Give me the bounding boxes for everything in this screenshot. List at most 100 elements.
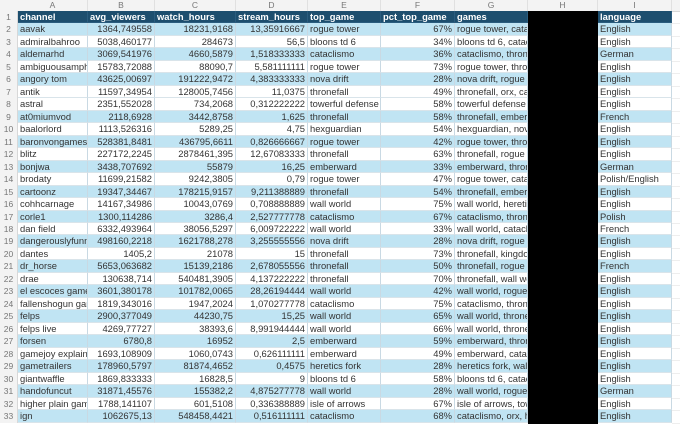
- cell-channel[interactable]: felps: [18, 310, 88, 323]
- cell-avg-viewers[interactable]: 3601,380178: [88, 285, 155, 298]
- cell-stream-hours[interactable]: 1,518333333: [236, 48, 308, 61]
- cell-channel[interactable]: gamejoy explained: [18, 347, 88, 361]
- cell-top-game[interactable]: cataclismo: [308, 48, 381, 61]
- cell-avg-viewers[interactable]: 11699,21582: [88, 173, 155, 186]
- cell-top-game[interactable]: nova drift: [308, 73, 381, 86]
- cell-stream-hours[interactable]: 0,4575: [236, 360, 308, 373]
- row-number[interactable]: 17: [0, 210, 18, 223]
- row-number[interactable]: 2: [0, 23, 18, 36]
- cell-avg-viewers[interactable]: 1113,526316: [88, 123, 155, 136]
- cell-games[interactable]: rogue tower, thron: [455, 135, 528, 149]
- cell-watch-hours[interactable]: 16952: [155, 335, 236, 348]
- cell-avg-viewers[interactable]: 1869,833333: [88, 372, 155, 386]
- cell-stream-hours[interactable]: 1,070277778: [236, 297, 308, 311]
- column-letter-h[interactable]: H: [528, 0, 598, 11]
- cell-stream-hours[interactable]: 1,625: [236, 110, 308, 124]
- cell-watch-hours[interactable]: 734,2068: [155, 98, 236, 111]
- cell-watch-hours[interactable]: 10043,0769: [155, 198, 236, 211]
- cell-watch-hours[interactable]: 155382,2: [155, 385, 236, 398]
- cell-language[interactable]: English: [598, 347, 672, 361]
- cell-language[interactable]: English: [598, 23, 672, 36]
- cell-pct-top-game[interactable]: 33%: [381, 222, 455, 236]
- empty-cell[interactable]: [672, 260, 680, 274]
- row-number[interactable]: 8: [0, 98, 18, 111]
- cell-watch-hours[interactable]: 601,5108: [155, 397, 236, 411]
- cell-avg-viewers[interactable]: 2900,377049: [88, 310, 155, 323]
- cell-channel[interactable]: aldemarhd: [18, 48, 88, 61]
- cell-pct-top-game[interactable]: 28%: [381, 73, 455, 86]
- cell-pct-top-game[interactable]: 28%: [381, 360, 455, 373]
- column-letter-c[interactable]: C: [155, 0, 236, 11]
- row-number[interactable]: 4: [0, 48, 18, 61]
- cell-watch-hours[interactable]: 16828,5: [155, 372, 236, 386]
- cell-watch-hours[interactable]: 21078: [155, 247, 236, 261]
- cell-stream-hours[interactable]: 11,0375: [236, 85, 308, 99]
- empty-cell[interactable]: [672, 410, 680, 424]
- cell-stream-hours[interactable]: 56,5: [236, 35, 308, 49]
- cell-watch-hours[interactable]: 1621788,278: [155, 235, 236, 248]
- cell-watch-hours[interactable]: 128005,7456: [155, 85, 236, 99]
- cell-pct-top-game[interactable]: 75%: [381, 297, 455, 311]
- cell-watch-hours[interactable]: watch_hours: [155, 11, 236, 24]
- cell-games[interactable]: nova drift, rogue to: [455, 235, 528, 248]
- cell-games[interactable]: thronefall, ember k: [455, 110, 528, 124]
- cell-pct-top-game[interactable]: 42%: [381, 285, 455, 298]
- cell-games[interactable]: thronefall, orx, cata: [455, 85, 528, 99]
- cell-channel[interactable]: handofuncut: [18, 385, 88, 398]
- cell-avg-viewers[interactable]: 1062675,13: [88, 410, 155, 423]
- cell-language[interactable]: French: [598, 222, 672, 236]
- cell-games[interactable]: nova drift, rogue to: [455, 73, 528, 86]
- column-letter-f[interactable]: F: [381, 0, 455, 11]
- cell-top-game[interactable]: rogue tower: [308, 23, 381, 36]
- cell-channel[interactable]: brodaty: [18, 173, 88, 186]
- cell-avg-viewers[interactable]: 3069,541976: [88, 48, 155, 61]
- cell-pct-top-game[interactable]: 65%: [381, 310, 455, 323]
- cell-games[interactable]: emberward, throne: [455, 335, 528, 348]
- cell-language[interactable]: English: [598, 148, 672, 161]
- cell-channel[interactable]: baronvongames: [18, 135, 88, 149]
- cell-watch-hours[interactable]: 191222,9472: [155, 73, 236, 86]
- cell-avg-viewers[interactable]: 15783,72088: [88, 60, 155, 74]
- cell-language[interactable]: English: [598, 123, 672, 136]
- cell-games[interactable]: rogue tower, thron: [455, 60, 528, 74]
- empty-cell[interactable]: [672, 335, 680, 349]
- cell-avg-viewers[interactable]: 227172,2245: [88, 148, 155, 161]
- cell-watch-hours[interactable]: 1060,0743: [155, 347, 236, 361]
- cell-channel[interactable]: bonjwa: [18, 160, 88, 174]
- cell-watch-hours[interactable]: 15139,2186: [155, 260, 236, 273]
- cell-watch-hours[interactable]: 3442,8758: [155, 110, 236, 124]
- cell-games[interactable]: wall world, rogue to: [455, 385, 528, 398]
- cell-channel[interactable]: dangerouslyfunny: [18, 235, 88, 248]
- cell-top-game[interactable]: wall world: [308, 310, 381, 323]
- empty-cell[interactable]: [672, 36, 680, 50]
- cell-pct-top-game[interactable]: pct_top_game: [381, 11, 455, 24]
- cell-language[interactable]: English: [598, 73, 672, 86]
- cell-channel[interactable]: antik: [18, 85, 88, 99]
- cell-games[interactable]: wall world, thronef: [455, 310, 528, 323]
- cell-avg-viewers[interactable]: 5038,460177: [88, 35, 155, 49]
- cell-stream-hours[interactable]: 16,25: [236, 160, 308, 174]
- cell-top-game[interactable]: wall world: [308, 198, 381, 211]
- cell-avg-viewers[interactable]: 3438,707692: [88, 160, 155, 174]
- cell-language[interactable]: German: [598, 385, 672, 398]
- cell-stream-hours[interactable]: 0,708888889: [236, 198, 308, 211]
- cell-top-game[interactable]: cataclismo: [308, 210, 381, 223]
- cell-top-game[interactable]: bloons td 6: [308, 372, 381, 386]
- cell-games[interactable]: thronefall, rogue to: [455, 148, 528, 161]
- cell-language[interactable]: English: [598, 35, 672, 49]
- cell-watch-hours[interactable]: 55879: [155, 160, 236, 174]
- cell-channel[interactable]: dr_horse: [18, 260, 88, 273]
- cell-games[interactable]: thronefall, wall wo: [455, 272, 528, 286]
- cell-language[interactable]: English: [598, 297, 672, 311]
- cell-pct-top-game[interactable]: 47%: [381, 173, 455, 186]
- cell-avg-viewers[interactable]: 2351,552028: [88, 98, 155, 111]
- cell-games[interactable]: emberward, catacl: [455, 347, 528, 361]
- empty-cell[interactable]: [672, 310, 680, 324]
- cell-top-game[interactable]: cataclismo: [308, 297, 381, 311]
- cell-avg-viewers[interactable]: 1300,114286: [88, 210, 155, 223]
- row-number[interactable]: 29: [0, 360, 18, 373]
- empty-cell[interactable]: [672, 98, 680, 112]
- cell-games[interactable]: thronefall, kingdom: [455, 247, 528, 261]
- row-number[interactable]: 20: [0, 247, 18, 261]
- empty-cell[interactable]: [672, 235, 680, 249]
